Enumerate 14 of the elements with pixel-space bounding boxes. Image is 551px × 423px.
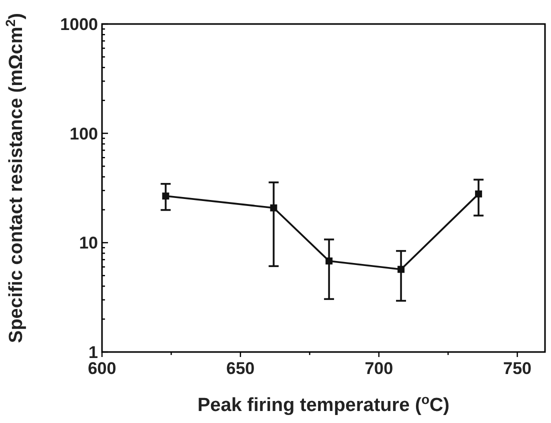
y-tick-label: 100: [70, 124, 98, 144]
y-tick-label: 1000: [60, 15, 98, 34]
x-tick-label: 650: [226, 359, 255, 378]
point: [398, 266, 405, 273]
point: [162, 192, 170, 200]
y-tick-label: 1: [88, 343, 98, 362]
point: [326, 257, 333, 264]
y-tick-label: 10: [79, 234, 98, 253]
x-tick-label: 750: [503, 359, 532, 378]
x-axis-title: Peak firing temperature ($^{o}$C): [197, 392, 450, 416]
x-tick-label: 600: [88, 359, 116, 378]
x-tick-label: 700: [364, 359, 394, 378]
point: [270, 204, 278, 212]
point: [475, 190, 482, 198]
